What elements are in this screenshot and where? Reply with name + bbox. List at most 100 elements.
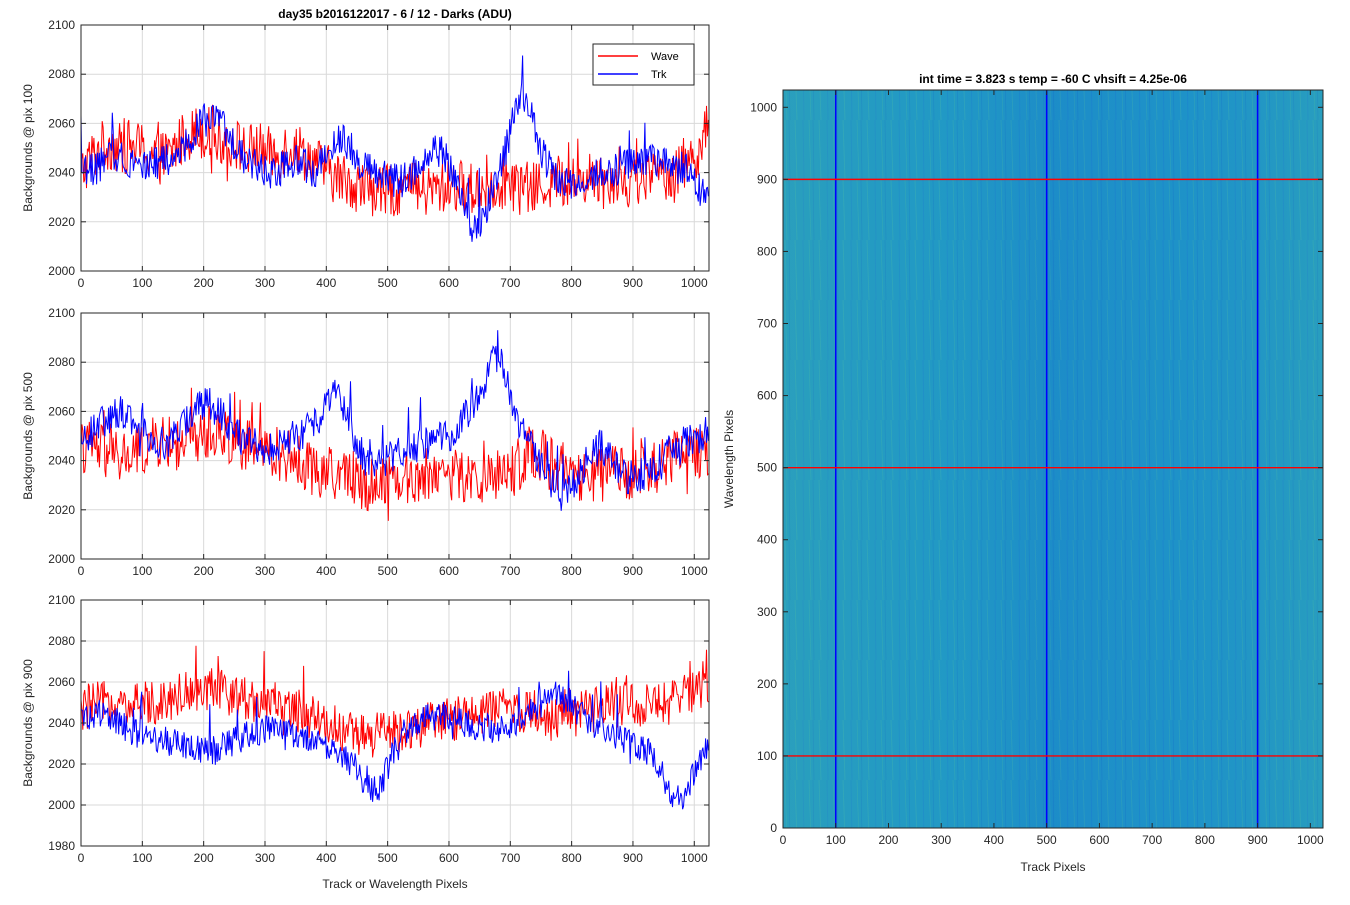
y-tick-label: 300 xyxy=(757,605,777,619)
x-tick-label: 100 xyxy=(132,276,152,290)
x-tick-label: 0 xyxy=(78,851,85,865)
x-tick-label: 600 xyxy=(439,276,459,290)
y-tick-label: 200 xyxy=(757,677,777,691)
y-tick-label: 2020 xyxy=(48,503,75,517)
x-tick-label: 300 xyxy=(255,851,275,865)
x-tick-label: 500 xyxy=(1037,833,1057,847)
x-tick-label: 900 xyxy=(623,564,643,578)
legend: Wave Trk xyxy=(592,43,695,86)
x-tick-label: 600 xyxy=(1089,833,1109,847)
panel-pix-100: 0 100 200 300 400 500 600 700 800 900 1000 2000 2020… xyxy=(21,7,710,290)
ticks: 0 100 200 300 400 500 600 700 800 900 1000 2000 2020… xyxy=(48,306,709,578)
y-tick-label: 400 xyxy=(757,533,777,547)
ticks: 0 100 200 300 400 500 600 700 800 900 1000 0 100 200 3… xyxy=(750,90,1324,847)
panel-pix-900: 0 100 200 300 400 500 600 700 800 900 1000 1980 2000… xyxy=(21,593,710,891)
x-tick-label: 100 xyxy=(132,851,152,865)
x-tick-label: 800 xyxy=(562,851,582,865)
y-tick-label: 2000 xyxy=(48,798,75,812)
x-tick-label: 700 xyxy=(500,276,520,290)
y-tick-label: 2100 xyxy=(48,306,75,320)
marker-lines xyxy=(783,90,1323,828)
y-tick-label: 2020 xyxy=(48,215,75,229)
axes-box xyxy=(80,312,710,560)
y-axis-label: Backgrounds @ pix 100 xyxy=(21,84,35,212)
x-tick-label: 200 xyxy=(194,276,214,290)
x-tick-label: 900 xyxy=(623,276,643,290)
y-axis-label: Backgrounds @ pix 900 xyxy=(21,659,35,787)
y-tick-label: 2080 xyxy=(48,67,75,81)
y-tick-label: 800 xyxy=(757,244,777,258)
x-tick-label: 700 xyxy=(500,564,520,578)
panel-heatmap: 0 100 200 300 400 500 600 700 800 900 1000 0 100 200 3… xyxy=(722,72,1324,874)
x-tick-label: 500 xyxy=(378,276,398,290)
series-group xyxy=(81,55,709,242)
y-tick-label: 2080 xyxy=(48,355,75,369)
y-tick-label: 2040 xyxy=(48,454,75,468)
figure-title: day35 b2016122017 - 6 / 12 - Darks (ADU) xyxy=(278,7,511,21)
y-tick-label: 600 xyxy=(757,389,777,403)
x-tick-label: 800 xyxy=(562,564,582,578)
axes-box xyxy=(80,24,710,272)
x-tick-label: 400 xyxy=(984,833,1004,847)
series-line-trk xyxy=(81,55,709,242)
heatmap-shading xyxy=(783,90,1323,828)
x-tick-label: 500 xyxy=(378,564,398,578)
heatmap-title: int time = 3.823 s temp = -60 C vhsift =… xyxy=(919,72,1187,86)
legend-label-trk: Trk xyxy=(651,69,667,81)
x-tick-label: 300 xyxy=(255,564,275,578)
series-line-wave xyxy=(81,387,709,521)
x-tick-label: 300 xyxy=(931,833,951,847)
series-group xyxy=(81,645,709,810)
x-tick-label: 0 xyxy=(78,564,85,578)
x-tick-label: 0 xyxy=(78,276,85,290)
x-tick-label: 400 xyxy=(316,276,336,290)
y-tick-label: 2100 xyxy=(48,593,75,607)
y-axis-label: Wavelength Pixels xyxy=(722,410,736,508)
y-tick-label: 900 xyxy=(757,172,777,186)
x-tick-label: 100 xyxy=(826,833,846,847)
y-tick-label: 2000 xyxy=(48,264,75,278)
y-tick-label: 2060 xyxy=(48,675,75,689)
x-tick-label: 600 xyxy=(439,564,459,578)
x-tick-label: 800 xyxy=(1195,833,1215,847)
y-tick-label: 2000 xyxy=(48,552,75,566)
y-tick-label: 2100 xyxy=(48,18,75,32)
x-tick-label: 700 xyxy=(500,851,520,865)
x-tick-label: 400 xyxy=(316,564,336,578)
x-tick-label: 900 xyxy=(1248,833,1268,847)
ticks: 0 100 200 300 400 500 600 700 800 900 1000 2000 2020… xyxy=(48,18,709,290)
series-line-trk xyxy=(81,330,709,511)
x-tick-label: 200 xyxy=(194,851,214,865)
x-tick-label: 1000 xyxy=(681,564,708,578)
x-tick-label: 600 xyxy=(439,851,459,865)
x-tick-label: 400 xyxy=(316,851,336,865)
y-tick-label: 2080 xyxy=(48,634,75,648)
x-tick-label: 1000 xyxy=(1297,833,1324,847)
x-tick-label: 1000 xyxy=(681,851,708,865)
x-tick-label: 1000 xyxy=(681,276,708,290)
y-tick-label: 700 xyxy=(757,317,777,331)
x-tick-label: 700 xyxy=(1142,833,1162,847)
x-tick-label: 200 xyxy=(194,564,214,578)
x-axis-label: Track or Wavelength Pixels xyxy=(322,877,467,891)
series-line-trk xyxy=(81,670,709,810)
y-tick-label: 1000 xyxy=(750,100,777,114)
y-tick-label: 2060 xyxy=(48,116,75,130)
x-tick-label: 100 xyxy=(132,564,152,578)
y-tick-label: 1980 xyxy=(48,839,75,853)
x-tick-label: 300 xyxy=(255,276,275,290)
panel-pix-500: 0 100 200 300 400 500 600 700 800 900 1000 2000 2020… xyxy=(21,306,710,578)
x-tick-label: 200 xyxy=(878,833,898,847)
y-tick-label: 100 xyxy=(757,749,777,763)
y-tick-label: 2060 xyxy=(48,404,75,418)
x-tick-label: 900 xyxy=(623,851,643,865)
y-tick-label: 2040 xyxy=(48,166,75,180)
x-tick-label: 0 xyxy=(780,833,787,847)
y-tick-label: 2040 xyxy=(48,716,75,730)
x-axis-label: Track Pixels xyxy=(1021,860,1086,874)
legend-label-wave: Wave xyxy=(651,51,679,63)
y-tick-label: 0 xyxy=(770,821,777,835)
y-axis-label: Backgrounds @ pix 500 xyxy=(21,372,35,500)
